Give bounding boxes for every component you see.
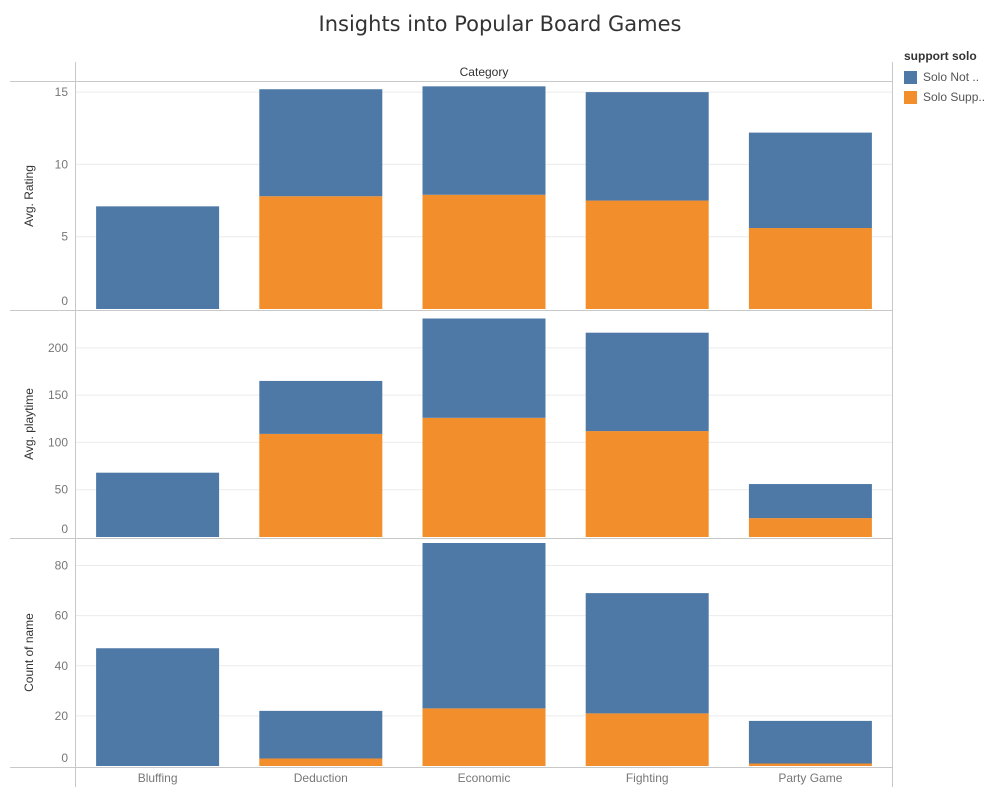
- legend-item-solo-not[interactable]: Solo Not ..: [904, 67, 1000, 87]
- bar-3-fighting-solo-not: [585, 593, 709, 714]
- bar-3-deduction-solo-supp: [259, 758, 383, 766]
- chart-title: Insights into Popular Board Games: [318, 12, 682, 36]
- legend-swatch-solo-not: [904, 70, 917, 84]
- bar-1-deduction-solo-not: [259, 89, 383, 197]
- y-tick-label-3-40: 40: [55, 659, 69, 673]
- bar-3-deduction-solo-not: [259, 710, 383, 759]
- bar-2-deduction-solo-supp: [259, 433, 383, 537]
- bar-1-economic-solo-not: [422, 86, 546, 195]
- bar-1-party-game-solo-supp: [748, 228, 872, 309]
- bar-3-bluffing-solo-not: [96, 648, 220, 766]
- bar-2-bluffing-solo-not: [96, 472, 220, 537]
- x-tick-label-deduction: Deduction: [294, 771, 348, 785]
- bar-2-party-game-solo-supp: [748, 518, 872, 537]
- y-tick-label-2-200: 200: [48, 341, 68, 355]
- legend-label-solo-supp: Solo Supp..: [923, 90, 986, 104]
- bar-1-economic-solo-supp: [422, 194, 546, 309]
- x-tick-label-fighting: Fighting: [626, 771, 669, 785]
- legend[interactable]: support solo Solo Not .. Solo Supp..: [904, 49, 1000, 107]
- x-tick-label-bluffing: Bluffing: [138, 771, 178, 785]
- bar-3-economic-solo-not: [422, 543, 546, 709]
- y-tick-label-1-0: 0: [61, 294, 68, 308]
- bar-2-fighting-solo-not: [585, 332, 709, 432]
- column-header-label: Category: [460, 65, 509, 79]
- bar-2-party-game-solo-not: [748, 484, 872, 519]
- y-tick-label-2-150: 150: [48, 388, 68, 402]
- y-tick-label-1-5: 5: [61, 230, 68, 244]
- legend-swatch-solo-supp: [904, 90, 917, 104]
- bar-2-economic-solo-supp: [422, 417, 546, 537]
- y-tick-label-3-60: 60: [55, 609, 69, 623]
- bar-1-party-game-solo-not: [748, 132, 872, 229]
- y-tick-label-2-0: 0: [61, 522, 68, 536]
- bar-3-economic-solo-supp: [422, 708, 546, 766]
- y-axis-label-avg-rating: Avg. Rating: [22, 165, 36, 227]
- legend-item-solo-supp[interactable]: Solo Supp..: [904, 87, 1000, 107]
- y-tick-label-2-100: 100: [48, 435, 68, 449]
- y-axis-label-avg-playtime: Avg. playtime: [22, 388, 36, 460]
- legend-label-solo-not: Solo Not ..: [923, 70, 980, 84]
- legend-title: support solo: [904, 49, 977, 63]
- y-tick-label-2-50: 50: [55, 483, 69, 497]
- bar-1-fighting-solo-not: [585, 92, 709, 201]
- bar-3-fighting-solo-supp: [585, 713, 709, 766]
- bar-3-party-game-solo-not: [748, 720, 872, 764]
- bar-1-fighting-solo-supp: [585, 200, 709, 309]
- y-tick-label-3-80: 80: [55, 559, 69, 573]
- bar-2-fighting-solo-supp: [585, 431, 709, 537]
- x-tick-label-economic: Economic: [458, 771, 511, 785]
- bar-1-bluffing-solo-not: [96, 206, 220, 309]
- x-tick-label-party-game: Party Game: [778, 771, 842, 785]
- bar-2-deduction-solo-not: [259, 380, 383, 434]
- y-tick-label-1-10: 10: [55, 157, 69, 171]
- bar-2-economic-solo-not: [422, 318, 546, 418]
- bar-1-deduction-solo-supp: [259, 196, 383, 309]
- bar-3-party-game-solo-supp: [748, 763, 872, 766]
- y-axis-label-count-of-name: Count of name: [22, 613, 36, 692]
- y-tick-label-3-0: 0: [61, 751, 68, 765]
- y-tick-label-1-15: 15: [55, 85, 69, 99]
- y-tick-label-3-20: 20: [55, 709, 69, 723]
